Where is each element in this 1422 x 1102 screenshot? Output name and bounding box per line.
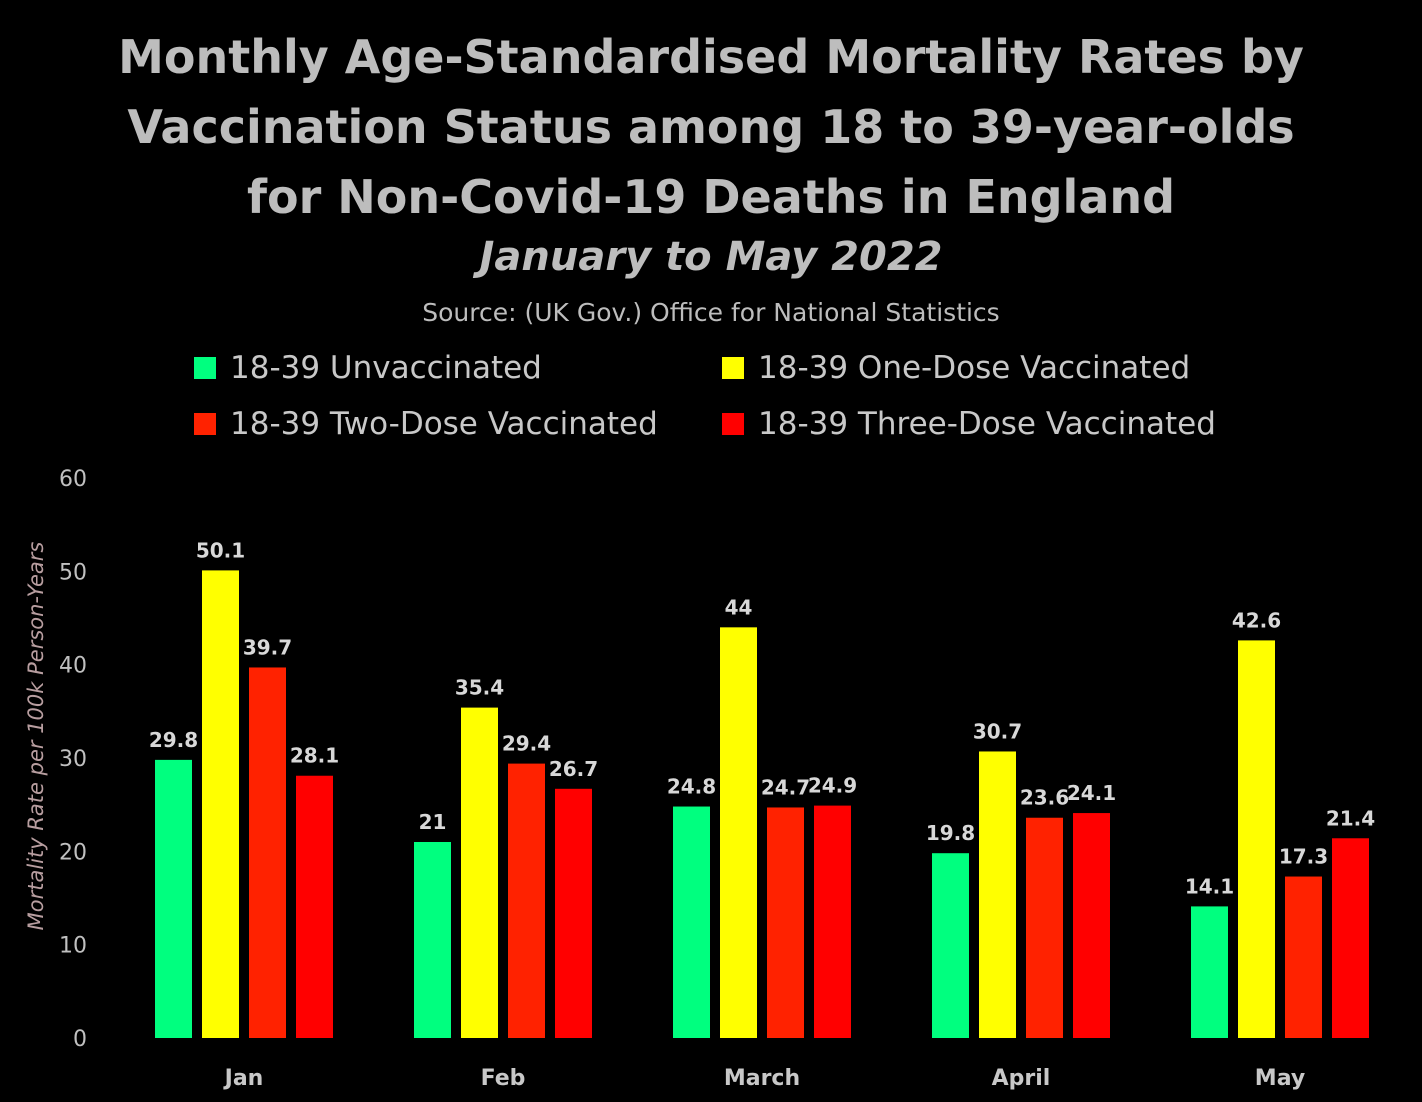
bar [1332, 838, 1369, 1038]
chart-subtitle: January to May 2022 [479, 234, 943, 280]
x-tick-label: Feb [481, 1066, 526, 1091]
x-tick-label: March [724, 1066, 800, 1091]
legend-item-two-dose: 18-39 Two-Dose Vaccinated [194, 406, 658, 442]
bar [461, 707, 498, 1038]
bar [814, 805, 851, 1038]
x-tick-label: May [1255, 1066, 1305, 1091]
bar [1026, 817, 1063, 1038]
data-label: 29.4 [502, 732, 551, 756]
y-tick-label: 30 [59, 747, 87, 772]
legend-swatch-three-dose [722, 413, 744, 435]
y-tick-label: 0 [73, 1027, 87, 1052]
bar [155, 759, 192, 1038]
data-label: 24.7 [761, 775, 810, 799]
y-tick-label: 20 [59, 840, 87, 865]
bar [1073, 813, 1110, 1038]
data-label: 30.7 [973, 719, 1022, 743]
data-label: 26.7 [549, 757, 598, 781]
y-tick-label: 40 [59, 654, 87, 679]
legend-label-two-dose: 18-39 Two-Dose Vaccinated [230, 406, 658, 442]
bar [720, 627, 757, 1038]
x-tick-label: Jan [223, 1066, 264, 1091]
data-label: 14.1 [1185, 874, 1234, 898]
legend-item-one-dose: 18-39 One-Dose Vaccinated [722, 350, 1190, 386]
data-label: 21.4 [1326, 806, 1375, 830]
legend-swatch-unvaccinated [194, 357, 216, 379]
data-label: 24.9 [808, 774, 857, 798]
chart-title-line-2: Vaccination Status among 18 to 39-year-o… [127, 100, 1295, 154]
bar [979, 751, 1016, 1038]
legend-item-three-dose: 18-39 Three-Dose Vaccinated [722, 406, 1216, 442]
data-label: 44 [725, 595, 753, 619]
bar [767, 807, 804, 1038]
bar [1191, 906, 1228, 1038]
legend-label-unvaccinated: 18-39 Unvaccinated [230, 350, 542, 386]
y-tick-label: 10 [59, 934, 87, 959]
data-label: 21 [419, 810, 447, 834]
bar [1285, 876, 1322, 1038]
chart-title-line-1: Monthly Age-Standardised Mortality Rates… [118, 30, 1304, 84]
data-label: 50.1 [196, 538, 245, 562]
bar [249, 667, 286, 1038]
chart-source: Source: (UK Gov.) Office for National St… [422, 298, 1000, 327]
y-tick-label: 60 [59, 467, 87, 492]
data-label: 35.4 [455, 676, 504, 700]
legend-swatch-one-dose [722, 357, 744, 379]
data-label: 24.8 [667, 775, 716, 799]
data-label: 17.3 [1279, 845, 1328, 869]
bar [932, 853, 969, 1038]
x-tick-label: April [992, 1066, 1051, 1091]
y-tick-label: 50 [59, 560, 87, 585]
legend-swatch-two-dose [194, 413, 216, 435]
legend-label-one-dose: 18-39 One-Dose Vaccinated [758, 350, 1191, 386]
data-label: 42.6 [1232, 608, 1281, 632]
data-label: 29.8 [149, 728, 198, 752]
data-label: 23.6 [1020, 786, 1069, 810]
bar [508, 763, 545, 1038]
legend-label-three-dose: 18-39 Three-Dose Vaccinated [758, 406, 1216, 442]
bar [414, 842, 451, 1038]
bar [202, 570, 239, 1038]
data-label: 28.1 [290, 744, 339, 768]
bar [555, 788, 592, 1038]
bar [673, 806, 710, 1038]
data-label: 24.1 [1067, 781, 1116, 805]
chart-title-line-3: for Non-Covid-19 Deaths in England [246, 170, 1176, 224]
bar [296, 775, 333, 1038]
data-label: 19.8 [926, 821, 975, 845]
legend-item-unvaccinated: 18-39 Unvaccinated [194, 350, 542, 386]
data-label: 39.7 [243, 635, 292, 659]
bar [1238, 640, 1275, 1038]
